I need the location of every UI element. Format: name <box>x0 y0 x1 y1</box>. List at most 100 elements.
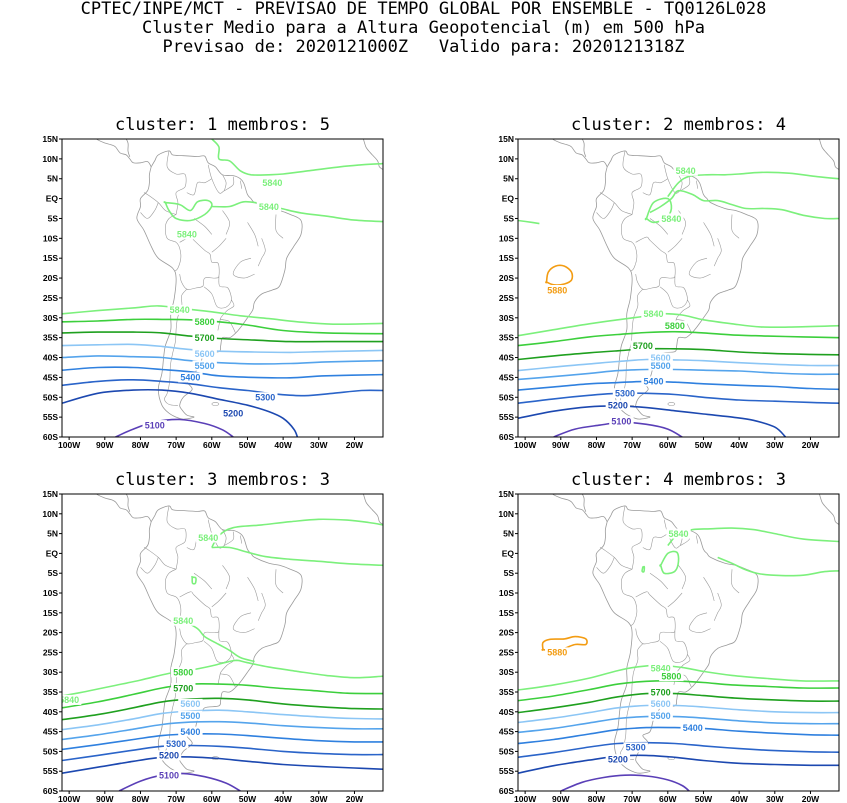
lat-label: 40S <box>43 353 58 363</box>
country-border <box>688 257 711 279</box>
lat-label: 50S <box>43 746 58 756</box>
contour-5700 <box>62 697 383 721</box>
contour-label: 5700 <box>633 341 653 351</box>
country-border <box>678 210 686 235</box>
lat-label: 10S <box>43 588 58 598</box>
contour-5840 <box>757 136 828 138</box>
lon-label: 90W <box>96 440 114 450</box>
contour-5300 <box>518 392 839 404</box>
coastline <box>592 150 759 420</box>
contour-5840 <box>62 305 383 326</box>
contour-label: 5880 <box>547 648 567 658</box>
country-border <box>620 289 644 406</box>
map-frame <box>517 138 840 438</box>
subtitle: Cluster Medio para a Altura Geopotencial… <box>142 18 705 38</box>
lat-label: 40S <box>499 707 514 717</box>
contour-label: 5800 <box>665 321 685 331</box>
country-border <box>140 557 159 574</box>
lon-label: 100W <box>514 794 537 803</box>
country-border <box>713 592 722 621</box>
country-border <box>232 612 255 633</box>
lat-label: 15N <box>498 134 514 144</box>
contour-label: 5840 <box>668 529 688 539</box>
lat-label: 5N <box>503 174 514 184</box>
lon-label: 40W <box>274 440 292 450</box>
lat-label: 10N <box>498 509 514 519</box>
map-panel-3: cluster: 3 membros: 3 5840 5840 5840 5800 570… <box>42 470 384 803</box>
country-border <box>642 533 668 551</box>
island <box>211 402 220 406</box>
coastline <box>551 494 608 522</box>
country-border <box>659 276 688 309</box>
country-border <box>667 592 683 608</box>
contour-5840 <box>518 312 839 337</box>
contour-label: 5840 <box>651 664 671 674</box>
country-border <box>211 592 227 608</box>
lat-label: 35S <box>43 687 58 697</box>
country-border <box>193 218 213 235</box>
country-border <box>667 238 683 253</box>
lon-label: 70W <box>167 794 185 803</box>
contour-label: 5880 <box>547 285 567 295</box>
country-border <box>232 257 255 279</box>
lat-label: EQ <box>46 194 59 204</box>
lat-label: 45S <box>43 372 58 382</box>
lat-label: 45S <box>499 727 514 737</box>
contour-label: 5500 <box>180 711 200 721</box>
contour-label: 5400 <box>180 727 200 737</box>
panel-title: cluster: 4 membros: 3 <box>571 470 786 490</box>
map-area: 5840 5840 5840 5800 5700 5600 5500 5400 5300 5200… <box>59 494 383 791</box>
country-border <box>635 591 676 645</box>
contour-label: 5800 <box>661 671 681 681</box>
lat-label: 20S <box>499 628 514 638</box>
country-border <box>275 569 284 594</box>
lat-label: EQ <box>502 548 515 558</box>
lat-label: 15N <box>498 489 514 499</box>
panel-title: cluster: 3 membros: 3 <box>115 470 330 490</box>
lat-label: 10N <box>498 154 514 164</box>
contour-5840 <box>163 199 213 222</box>
contour-5500 <box>518 715 839 734</box>
contour-label: 5300 <box>255 393 275 403</box>
contour-5600 <box>518 704 839 724</box>
contour-5840 <box>518 219 540 225</box>
contour-label: 5700 <box>195 333 215 343</box>
contour-5800 <box>518 330 839 347</box>
lat-label: 60S <box>499 432 514 442</box>
lat-label: 55S <box>43 412 58 422</box>
contour-label: 5100 <box>145 420 165 430</box>
country-border <box>275 214 284 239</box>
map-panel-1: cluster: 1 membros: 5 5840 5840 5840 5840 580… <box>42 115 384 450</box>
contour-label: 5500 <box>195 361 215 371</box>
contour-5200 <box>518 405 787 437</box>
coastline <box>95 494 152 522</box>
lat-label: 5S <box>504 213 515 223</box>
country-border <box>179 236 220 290</box>
contour-5700 <box>518 347 839 361</box>
lat-label: 10N <box>42 509 58 519</box>
contour-label: 5700 <box>173 683 193 693</box>
contour-label: 5800 <box>195 317 215 327</box>
lat-label: 15N <box>42 489 58 499</box>
lon-label: 90W <box>552 794 570 803</box>
lat-label: 10S <box>43 233 58 243</box>
country-border <box>703 577 715 601</box>
contour-label: 5200 <box>608 401 628 411</box>
country-border <box>649 218 669 235</box>
contour-5840 <box>649 189 839 220</box>
contour-label: 5840 <box>644 309 664 319</box>
lat-label: 10S <box>499 233 514 243</box>
country-border <box>186 178 212 196</box>
lat-label: 20S <box>43 628 58 638</box>
lon-label: 90W <box>552 440 570 450</box>
contour-label: 5840 <box>59 695 79 705</box>
country-border <box>621 214 638 272</box>
lat-label: 55S <box>43 766 58 776</box>
country-border <box>620 643 644 760</box>
country-border <box>678 565 686 590</box>
contour-label: 5600 <box>180 699 200 709</box>
contour-5500 <box>62 720 383 741</box>
contour-5840 <box>211 518 383 548</box>
coastline <box>363 139 383 170</box>
